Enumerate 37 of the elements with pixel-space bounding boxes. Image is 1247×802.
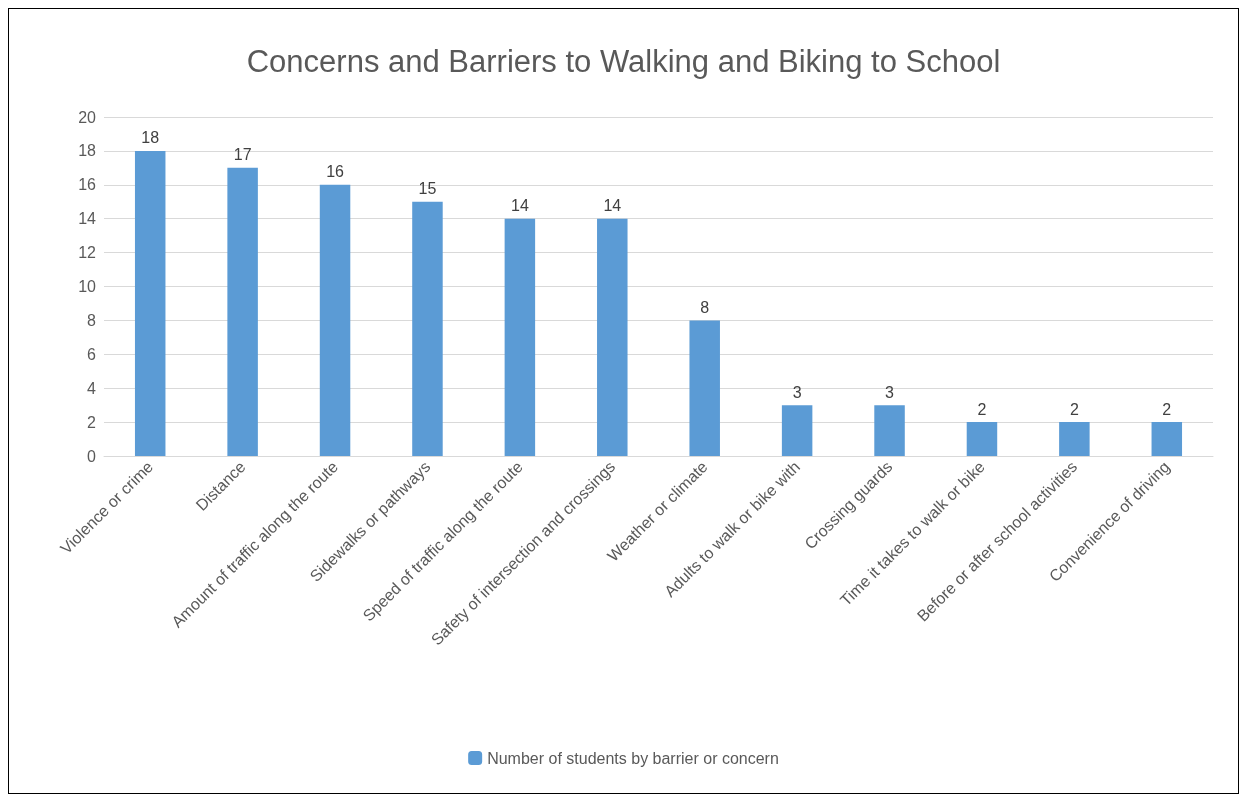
bar	[134, 150, 166, 456]
data-label: 17	[233, 146, 252, 164]
bar	[1151, 422, 1183, 456]
y-tick-label: 4	[87, 379, 97, 397]
bar	[504, 218, 536, 456]
y-tick-label: 14	[78, 210, 97, 228]
y-tick-label: 12	[78, 244, 97, 262]
y-tick-label: 20	[78, 108, 97, 126]
data-label: 2	[1162, 400, 1172, 418]
legend-label: Number of students by barrier or concern	[487, 749, 779, 767]
bar	[227, 167, 258, 456]
data-label: 15	[418, 180, 437, 198]
data-label: 2	[1069, 400, 1079, 418]
data-label: 14	[510, 197, 529, 215]
bar	[966, 422, 998, 456]
y-tick-label: 2	[87, 413, 97, 431]
bar	[412, 201, 443, 456]
y-tick-label: 18	[78, 142, 97, 160]
y-tick-label: 16	[78, 176, 97, 194]
chart-title: Concerns and Barriers to Walking and Biking to School	[246, 44, 1001, 79]
data-label: 14	[603, 197, 622, 215]
bar	[874, 405, 905, 456]
data-label: 18	[141, 129, 160, 147]
bar	[781, 405, 813, 456]
bar	[597, 218, 628, 456]
data-label: 2	[977, 400, 987, 418]
data-label: 16	[326, 163, 345, 181]
data-label: 8	[700, 298, 710, 316]
y-tick-label: 8	[87, 311, 97, 329]
bar	[1059, 422, 1090, 456]
bar	[319, 184, 351, 456]
data-label: 3	[885, 383, 895, 401]
bar	[689, 320, 720, 456]
y-tick-label: 10	[78, 278, 97, 295]
y-tick-label: 6	[87, 345, 97, 363]
y-tick-label: 0	[87, 447, 97, 465]
data-label: 3	[792, 383, 802, 401]
